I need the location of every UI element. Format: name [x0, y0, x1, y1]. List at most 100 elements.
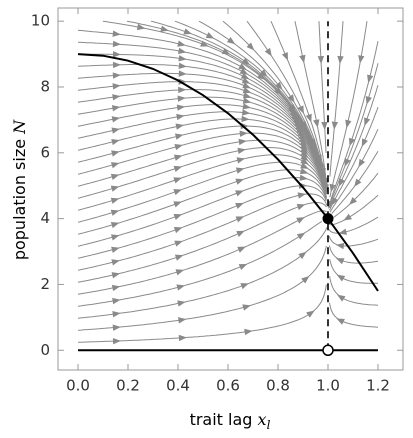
- stream-line: [77, 147, 327, 199]
- stream-arrow: [237, 147, 246, 154]
- stream-line: [329, 128, 379, 213]
- y-axis-label: population size N: [10, 119, 29, 260]
- stream-line: [329, 21, 344, 177]
- stream-arrow: [296, 217, 305, 224]
- stream-line: [77, 154, 327, 211]
- stream-arrow: [297, 130, 305, 140]
- stream-arrow: [136, 23, 146, 31]
- stream-arrow: [322, 178, 329, 187]
- stream-line: [77, 111, 327, 194]
- stream-arrow: [306, 310, 315, 318]
- stream-arrow: [176, 113, 185, 121]
- stream-arrow: [175, 123, 185, 130]
- stream-arrow: [112, 83, 121, 90]
- stream-arrow: [257, 72, 266, 81]
- stream-line: [77, 220, 323, 307]
- stream-arrow: [111, 138, 120, 146]
- stream-line: [329, 21, 368, 198]
- stream-arrow: [112, 311, 121, 318]
- stream-arrow: [112, 297, 121, 305]
- stream-arrow: [205, 32, 215, 39]
- stream-arrow: [349, 137, 356, 147]
- stream-arrow: [235, 178, 244, 185]
- stream-arrow: [112, 61, 121, 69]
- stream-arrow: [242, 82, 251, 89]
- stream-arrow: [176, 104, 186, 111]
- stream-line: [77, 118, 327, 194]
- stream-line: [246, 20, 327, 188]
- stream-arrow: [176, 284, 185, 291]
- x-label-sub: l: [267, 418, 271, 432]
- stream-arrow: [274, 81, 283, 90]
- stream-arrow: [331, 197, 339, 206]
- stream-arrow: [178, 62, 187, 70]
- stream-arrow: [239, 130, 248, 137]
- stream-arrow: [240, 283, 249, 290]
- stream-line: [328, 216, 379, 234]
- stream-arrow: [300, 153, 309, 162]
- x-tick-label: 0.6: [216, 377, 240, 395]
- stream-arrow: [335, 258, 345, 265]
- stream-arrow: [178, 334, 187, 342]
- y-label-text: population size: [10, 134, 29, 260]
- stream-arrow: [361, 138, 368, 147]
- stream-arrow: [200, 40, 209, 47]
- stream-arrow: [177, 47, 187, 55]
- stream-arrow: [345, 119, 352, 129]
- stream-line: [329, 302, 379, 328]
- stream-line: [77, 89, 327, 191]
- stream-arrow: [173, 189, 182, 196]
- y-tick-label: 8: [40, 77, 50, 95]
- stream-line: [270, 20, 327, 186]
- stream-line: [77, 185, 327, 259]
- stream-arrow: [321, 121, 328, 130]
- y-label-var: N: [10, 119, 29, 135]
- stream-arrow: [242, 103, 251, 110]
- stream-arrow: [299, 54, 306, 64]
- stream-line: [328, 236, 379, 247]
- stream-line: [77, 96, 327, 191]
- stream-arrow: [317, 55, 324, 65]
- stream-arrow: [299, 143, 308, 152]
- stream-line: [77, 72, 327, 193]
- stream-arrow: [336, 274, 346, 282]
- stream-arrow: [338, 228, 347, 235]
- y-tick-label: 6: [40, 143, 50, 161]
- stream-arrow: [358, 55, 365, 64]
- stream-arrow: [296, 127, 304, 137]
- stream-arrow: [300, 162, 309, 169]
- stream-arrow: [240, 122, 249, 130]
- stream-line: [77, 227, 328, 319]
- stream-arrow: [177, 317, 187, 324]
- stream-arrow: [177, 40, 186, 47]
- stream-arrow: [296, 232, 306, 240]
- stream-arrow: [174, 254, 184, 261]
- stream-arrow: [173, 177, 182, 184]
- stream-line: [77, 193, 328, 271]
- stream-arrow: [110, 197, 120, 204]
- stream-line: [329, 276, 379, 306]
- stream-arrow: [174, 240, 183, 247]
- x-label-text: trait lag: [190, 410, 258, 429]
- stream-arrow: [173, 154, 183, 161]
- stream-arrow: [242, 87, 252, 94]
- stream-arrow: [177, 95, 186, 102]
- x-tick-label: 1.2: [366, 377, 390, 395]
- stream-line: [329, 259, 379, 284]
- stream-line: [77, 139, 327, 195]
- stream-arrow: [160, 25, 169, 32]
- stream-line: [329, 63, 379, 206]
- stream-arrow: [299, 140, 308, 149]
- unstable-equilibrium: [322, 344, 334, 357]
- stream-arrow: [349, 197, 358, 205]
- stream-arrow: [367, 74, 374, 84]
- stream-arrow: [300, 146, 309, 155]
- stream-arrow: [178, 70, 187, 77]
- stream-line: [329, 107, 379, 211]
- stream-arrow: [173, 201, 182, 208]
- stream-arrow: [301, 275, 310, 284]
- stream-arrow: [242, 304, 251, 311]
- plot-frame: [57, 7, 404, 371]
- stream-arrow: [111, 284, 121, 292]
- stream-arrow: [299, 174, 308, 181]
